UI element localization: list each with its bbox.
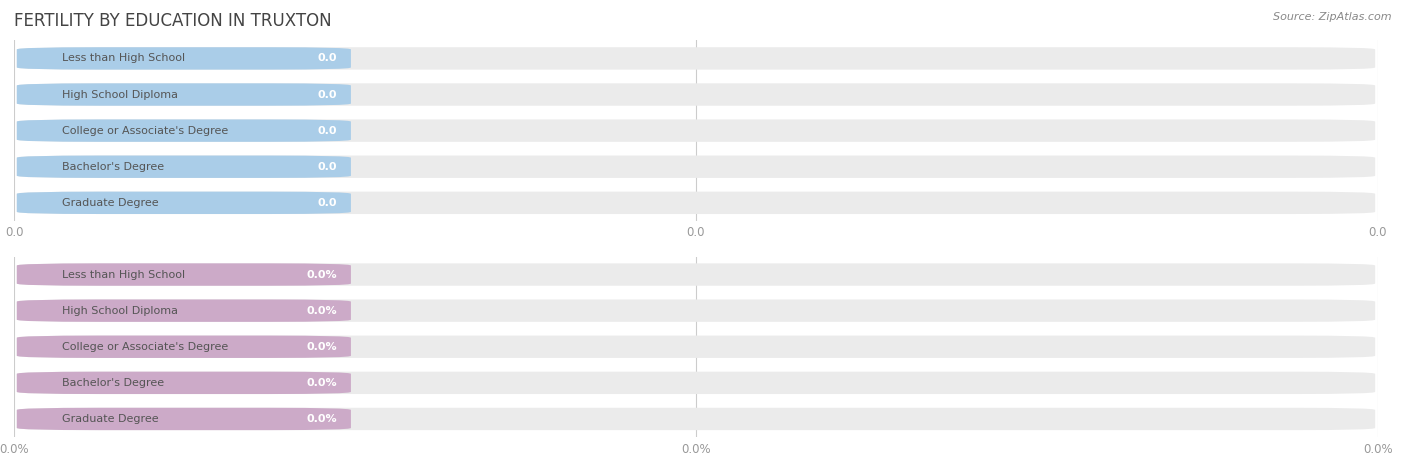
FancyBboxPatch shape xyxy=(17,335,352,358)
Text: 0.0%: 0.0% xyxy=(307,305,337,316)
FancyBboxPatch shape xyxy=(17,155,352,178)
FancyBboxPatch shape xyxy=(17,263,1375,286)
FancyBboxPatch shape xyxy=(17,408,352,430)
FancyBboxPatch shape xyxy=(17,299,352,322)
FancyBboxPatch shape xyxy=(17,408,1375,430)
FancyBboxPatch shape xyxy=(17,263,352,286)
Text: 0.0: 0.0 xyxy=(318,89,337,100)
Text: FERTILITY BY EDUCATION IN TRUXTON: FERTILITY BY EDUCATION IN TRUXTON xyxy=(14,12,332,30)
Text: 0.0%: 0.0% xyxy=(307,378,337,388)
Text: High School Diploma: High School Diploma xyxy=(62,89,177,100)
Text: 0.0%: 0.0% xyxy=(307,342,337,352)
FancyBboxPatch shape xyxy=(17,371,352,394)
Text: College or Associate's Degree: College or Associate's Degree xyxy=(62,342,228,352)
Text: 0.0: 0.0 xyxy=(318,125,337,136)
FancyBboxPatch shape xyxy=(17,191,352,214)
Text: Less than High School: Less than High School xyxy=(62,53,186,64)
FancyBboxPatch shape xyxy=(17,155,1375,178)
FancyBboxPatch shape xyxy=(17,83,352,106)
Text: Source: ZipAtlas.com: Source: ZipAtlas.com xyxy=(1274,12,1392,22)
FancyBboxPatch shape xyxy=(17,83,1375,106)
FancyBboxPatch shape xyxy=(17,299,1375,322)
Text: Graduate Degree: Graduate Degree xyxy=(62,414,159,424)
Text: College or Associate's Degree: College or Associate's Degree xyxy=(62,125,228,136)
Text: 0.0: 0.0 xyxy=(318,53,337,64)
Text: Bachelor's Degree: Bachelor's Degree xyxy=(62,378,165,388)
FancyBboxPatch shape xyxy=(17,371,1375,394)
Text: Bachelor's Degree: Bachelor's Degree xyxy=(62,162,165,172)
FancyBboxPatch shape xyxy=(17,119,1375,142)
FancyBboxPatch shape xyxy=(17,335,1375,358)
FancyBboxPatch shape xyxy=(17,191,1375,214)
FancyBboxPatch shape xyxy=(17,47,1375,70)
Text: 0.0: 0.0 xyxy=(318,198,337,208)
FancyBboxPatch shape xyxy=(17,119,352,142)
Text: Less than High School: Less than High School xyxy=(62,269,186,280)
Text: High School Diploma: High School Diploma xyxy=(62,305,177,316)
Text: 0.0: 0.0 xyxy=(318,162,337,172)
FancyBboxPatch shape xyxy=(17,47,352,70)
Text: 0.0%: 0.0% xyxy=(307,269,337,280)
Text: Graduate Degree: Graduate Degree xyxy=(62,198,159,208)
Text: 0.0%: 0.0% xyxy=(307,414,337,424)
